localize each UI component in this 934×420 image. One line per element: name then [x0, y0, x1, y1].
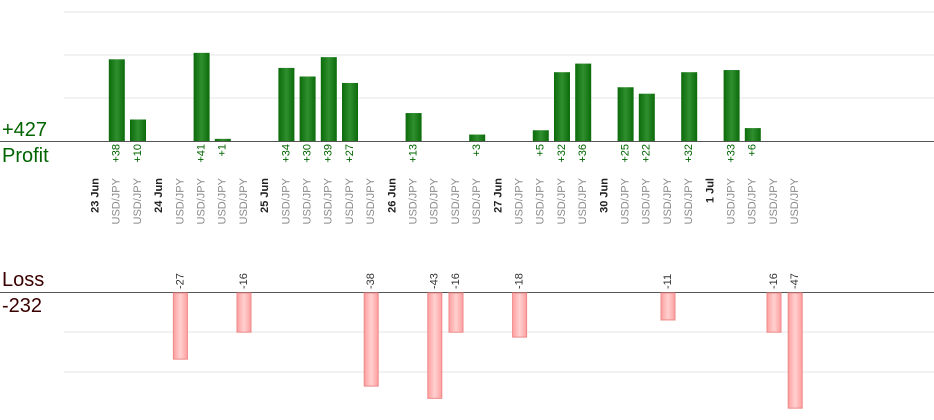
pair-label: USD/JPY [238, 177, 250, 224]
loss-value-label: -11 [662, 274, 674, 289]
pair-label: USD/JPY [280, 177, 292, 224]
profit-bar [342, 82, 358, 141]
pair-label: USD/JPY [683, 177, 695, 224]
date-label: 30 Jun [598, 178, 610, 213]
pair-label: USD/JPY [302, 177, 314, 224]
profit-value-label: +25 [620, 144, 632, 163]
pair-label: USD/JPY [408, 177, 420, 224]
loss-bar [363, 292, 379, 387]
pair-label: USD/JPY [344, 177, 356, 224]
loss-value-label: -47 [789, 273, 801, 289]
loss-value-label: -16 [450, 273, 462, 289]
loss-value-label: -27 [174, 273, 186, 289]
loss-bar [427, 292, 443, 399]
date-label: 26 Jun [386, 178, 398, 213]
pair-label: USD/JPY [641, 177, 653, 224]
pair-label: USD/JPY [196, 177, 208, 224]
profit-bar [405, 113, 422, 141]
pair-label: USD/JPY [111, 177, 123, 224]
profit-value-label: +36 [577, 144, 589, 163]
profit-bar [744, 128, 761, 141]
profit-bar [617, 87, 634, 141]
date-label: 1 Jul [704, 178, 716, 203]
pair-label: USD/JPY [365, 177, 377, 224]
loss-total: -232 [2, 295, 43, 317]
loss-bar [766, 292, 782, 333]
bars-layer [108, 52, 803, 409]
loss-bar [448, 292, 464, 333]
pair-label: USD/JPY [768, 177, 780, 224]
pair-label: USD/JPY [620, 177, 632, 224]
profit-value-label: +39 [323, 144, 335, 163]
profit-bar [469, 134, 486, 141]
profit-bar [214, 138, 231, 141]
profit-value-label: +30 [302, 144, 314, 163]
loss-value-label: -18 [514, 273, 526, 289]
profit-bar [554, 72, 570, 141]
date-label: 23 Jun [90, 178, 102, 213]
profit-value-label: +32 [556, 144, 568, 163]
pair-label: USD/JPY [471, 177, 483, 224]
pair-label: USD/JPY [450, 177, 462, 224]
loss-value-label: -43 [429, 273, 441, 289]
profit-value-label: +5 [535, 144, 547, 157]
pair-label: USD/JPY [132, 177, 144, 224]
loss-bar [512, 292, 528, 338]
profit-bar [299, 76, 316, 141]
date-label: 25 Jun [259, 178, 271, 213]
loss-bar [660, 292, 676, 321]
profit-value-label: +3 [471, 144, 483, 157]
loss-value-label: -16 [238, 273, 250, 289]
pair-label: USD/JPY [514, 177, 526, 224]
profit-value-label: +1 [217, 144, 229, 157]
profit-bar [681, 72, 698, 141]
pair-label: USD/JPY [174, 177, 186, 224]
profit-total: +427 [2, 119, 48, 141]
profit-bar [108, 59, 125, 141]
loss-bar [787, 292, 803, 409]
profit-bar [278, 67, 295, 141]
loss-bar [236, 292, 252, 333]
profit-value-label: +27 [344, 144, 356, 163]
profit-value-label: +32 [683, 144, 695, 163]
profit-value-label: +41 [196, 144, 208, 163]
profit-bar [723, 70, 740, 141]
loss-value-label: -38 [365, 273, 377, 289]
profit-value-label: +33 [726, 144, 738, 163]
pair-label: USD/JPY [217, 177, 229, 224]
loss-label: Loss [2, 269, 45, 291]
pair-label: USD/JPY [789, 177, 801, 224]
loss-value-label: -16 [768, 273, 780, 289]
profit-bar [130, 119, 146, 141]
pair-label: USD/JPY [429, 177, 441, 224]
profit-bar [320, 57, 337, 141]
pair-label: USD/JPY [726, 177, 738, 224]
date-label: 24 Jun [153, 178, 165, 213]
profit-value-label: +38 [111, 144, 123, 163]
pair-label: USD/JPY [556, 177, 568, 224]
profit-value-label: +22 [641, 144, 653, 163]
date-label: 27 Jun [492, 178, 504, 213]
loss-bar [172, 292, 188, 360]
pair-label: USD/JPY [662, 177, 674, 224]
profit-value-label: +34 [280, 144, 292, 163]
pair-label: USD/JPY [577, 177, 589, 224]
profit-value-label: +13 [408, 144, 420, 163]
profit-bar [575, 63, 592, 141]
labels-layer: 23 Jun USD/JPY +38 USD/JPY +10 24 Jun USD/JPY -… [90, 144, 802, 289]
pair-label: USD/JPY [323, 177, 335, 224]
profit-bar [532, 130, 549, 141]
profit-bar [193, 52, 210, 141]
profit-bar [638, 93, 655, 141]
pair-label: USD/JPY [747, 177, 759, 224]
pair-label: USD/JPY [535, 177, 547, 224]
profit-value-label: +10 [132, 144, 144, 163]
profit-label: Profit [2, 145, 49, 167]
profit-value-label: +6 [747, 144, 759, 157]
